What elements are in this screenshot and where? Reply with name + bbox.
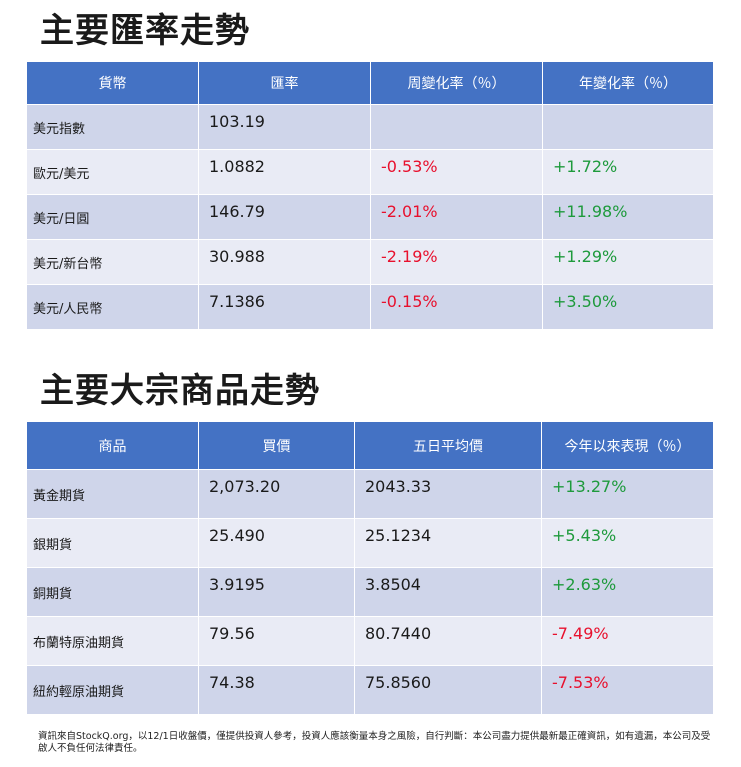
commodity-name: 布蘭特原油期貨	[26, 616, 199, 666]
table-row: 紐約輕原油期貨 74.38 75.8560 -7.53%	[26, 665, 714, 715]
commodity-name: 黃金期貨	[26, 469, 199, 519]
commodities-table: 商品 買價 五日平均價 今年以來表現（％） 黃金期貨 2,073.20 2043…	[26, 421, 714, 715]
commodities-header-ytd: 今年以來表現（％）	[541, 421, 714, 470]
commodity-bid: 79.56	[198, 616, 355, 666]
commodity-ytd: -7.53%	[541, 665, 714, 715]
fx-yearly: +11.98%	[542, 194, 714, 240]
commodity-name: 銀期貨	[26, 518, 199, 568]
fx-yearly: +1.29%	[542, 239, 714, 285]
fx-currency: 美元/新台幣	[26, 239, 199, 285]
fx-currency: 美元/人民幣	[26, 284, 199, 330]
table-row: 黃金期貨 2,073.20 2043.33 +13.27%	[26, 469, 714, 519]
fx-weekly: -0.53%	[370, 149, 543, 195]
commodity-bid: 25.490	[198, 518, 355, 568]
commodity-avg5: 2043.33	[354, 469, 542, 519]
table-row: 美元指數 103.19	[26, 104, 714, 150]
fx-header-weekly: 周變化率（％）	[370, 61, 543, 105]
fx-weekly: -2.19%	[370, 239, 543, 285]
commodity-avg5: 80.7440	[354, 616, 542, 666]
fx-header-yearly: 年變化率（％）	[542, 61, 714, 105]
fx-rate: 146.79	[198, 194, 371, 240]
commodity-ytd: +5.43%	[541, 518, 714, 568]
fx-currency: 美元指數	[26, 104, 199, 150]
fx-weekly	[370, 104, 543, 150]
commodity-ytd: +13.27%	[541, 469, 714, 519]
table-row: 歐元/美元 1.0882 -0.53% +1.72%	[26, 149, 714, 195]
fx-header-row: 貨幣 匯率 周變化率（％） 年變化率（％）	[26, 61, 714, 105]
fx-rate: 103.19	[198, 104, 371, 150]
commodities-title: 主要大宗商品走勢	[40, 371, 320, 411]
commodity-bid: 2,073.20	[198, 469, 355, 519]
commodity-ytd: +2.63%	[541, 567, 714, 617]
commodity-name: 紐約輕原油期貨	[26, 665, 199, 715]
fx-yearly: +1.72%	[542, 149, 714, 195]
commodity-bid: 3.9195	[198, 567, 355, 617]
table-row: 美元/新台幣 30.988 -2.19% +1.29%	[26, 239, 714, 285]
disclaimer-text: 資訊來自StockQ.org，以12/1日收盤價，僅提供投資人參考，投資人應該衡…	[38, 731, 711, 754]
fx-table: 貨幣 匯率 周變化率（％） 年變化率（％） 美元指數 103.19 歐元/美元 …	[26, 61, 714, 330]
table-row: 銀期貨 25.490 25.1234 +5.43%	[26, 518, 714, 568]
fx-header-rate: 匯率	[198, 61, 371, 105]
commodity-name: 銅期貨	[26, 567, 199, 617]
commodities-header-avg5: 五日平均價	[354, 421, 542, 470]
fx-title: 主要匯率走勢	[40, 11, 250, 51]
table-row: 美元/人民幣 7.1386 -0.15% +3.50%	[26, 284, 714, 330]
commodities-header-row: 商品 買價 五日平均價 今年以來表現（％）	[26, 421, 714, 470]
commodity-avg5: 3.8504	[354, 567, 542, 617]
fx-weekly: -0.15%	[370, 284, 543, 330]
commodities-header-bid: 買價	[198, 421, 355, 470]
fx-rate: 1.0882	[198, 149, 371, 195]
table-row: 銅期貨 3.9195 3.8504 +2.63%	[26, 567, 714, 617]
fx-currency: 歐元/美元	[26, 149, 199, 195]
commodity-bid: 74.38	[198, 665, 355, 715]
fx-currency: 美元/日圓	[26, 194, 199, 240]
table-row: 布蘭特原油期貨 79.56 80.7440 -7.49%	[26, 616, 714, 666]
fx-weekly: -2.01%	[370, 194, 543, 240]
commodities-header-name: 商品	[26, 421, 199, 470]
commodity-avg5: 25.1234	[354, 518, 542, 568]
fx-rate: 7.1386	[198, 284, 371, 330]
table-row: 美元/日圓 146.79 -2.01% +11.98%	[26, 194, 714, 240]
fx-yearly: +3.50%	[542, 284, 714, 330]
commodity-ytd: -7.49%	[541, 616, 714, 666]
fx-yearly	[542, 104, 714, 150]
fx-header-currency: 貨幣	[26, 61, 199, 105]
commodity-avg5: 75.8560	[354, 665, 542, 715]
fx-rate: 30.988	[198, 239, 371, 285]
